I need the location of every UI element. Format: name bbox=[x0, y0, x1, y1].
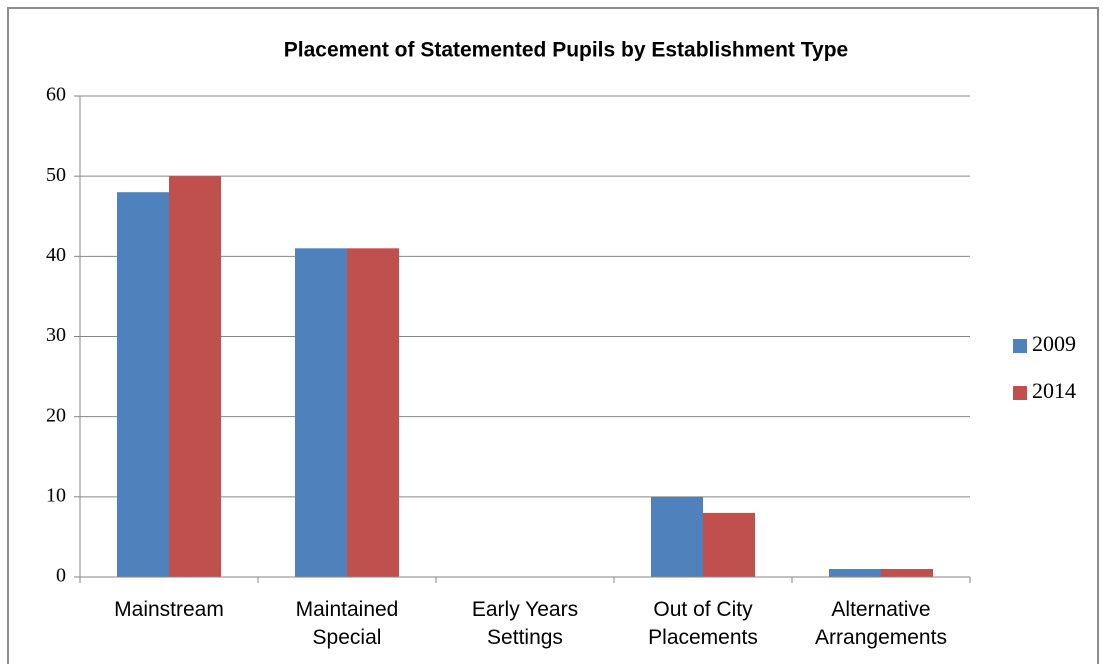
y-tick-label: 40 bbox=[46, 244, 66, 266]
x-tick-label: Out of City Placements bbox=[648, 598, 758, 649]
bar bbox=[651, 496, 703, 577]
bar bbox=[117, 192, 169, 577]
legend-label: 2009 bbox=[1032, 331, 1076, 356]
bar bbox=[169, 176, 221, 577]
bar bbox=[703, 512, 755, 577]
y-tick-label: 60 bbox=[46, 84, 66, 106]
y-tick-label: 30 bbox=[46, 324, 66, 346]
legend-swatch bbox=[1013, 386, 1027, 400]
bar bbox=[829, 568, 881, 577]
x-tick-label: Maintained Special bbox=[295, 598, 399, 649]
bar bbox=[347, 248, 399, 578]
x-tick-label: Early Years Settings bbox=[471, 598, 579, 649]
legend-swatch bbox=[1013, 339, 1027, 353]
x-tick-label: Mainstream bbox=[114, 598, 224, 621]
chart-title: Placement of Statemented Pupils by Estab… bbox=[284, 39, 848, 62]
bar bbox=[881, 568, 933, 577]
legend-label: 2014 bbox=[1032, 378, 1076, 403]
y-tick-label: 0 bbox=[56, 565, 66, 587]
y-tick-label: 20 bbox=[46, 404, 66, 426]
y-tick-label: 10 bbox=[46, 484, 66, 506]
x-tick-label: Alternative Arrangements bbox=[815, 598, 947, 649]
y-tick-label: 50 bbox=[46, 164, 66, 186]
bar bbox=[295, 248, 347, 578]
